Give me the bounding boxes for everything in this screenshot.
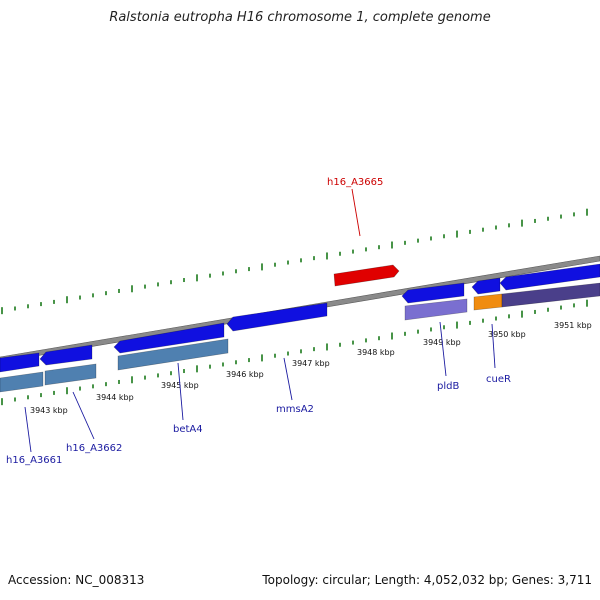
- genome-summary-text: Topology: circular; Length: 4,052,032 bp…: [262, 573, 592, 587]
- gene-h16-a3662[interactable]: [39, 344, 93, 366]
- gene-mmsa2[interactable]: [226, 302, 328, 332]
- gene-right-forward[interactable]: [499, 263, 600, 291]
- upper-tick-track: [1, 208, 588, 315]
- connector-cuer: [491, 323, 496, 369]
- cds-pldb[interactable]: [404, 298, 468, 321]
- accession-text: Accession: NC_008313: [8, 573, 145, 587]
- cds-h16-a3662[interactable]: [44, 363, 97, 386]
- connector-h16-a3662: [72, 391, 95, 440]
- gene-label-beta4[interactable]: betA4: [173, 424, 203, 435]
- map-title: Ralstonia eutropha H16 chromosome 1, com…: [109, 10, 491, 25]
- gene-label-cuer[interactable]: cueR: [486, 374, 511, 385]
- scale-label: 3948 kbp: [357, 348, 395, 357]
- connector-h16-a3665: [351, 188, 361, 237]
- connector-pldb: [439, 321, 447, 377]
- gene-h16-a3665[interactable]: [333, 264, 400, 287]
- scale-label: 3946 kbp: [226, 370, 264, 379]
- label-connectors: [24, 188, 496, 453]
- gene-label-h16-a3665[interactable]: h16_A3665: [327, 177, 383, 188]
- cds-cuer[interactable]: [473, 293, 503, 311]
- connector-h16-a3661: [24, 406, 32, 453]
- gene-label-pldb[interactable]: pldB: [437, 381, 459, 392]
- connector-beta4: [177, 362, 184, 421]
- scale-label: 3951 kbp: [554, 321, 592, 330]
- scale-label: 3943 kbp: [30, 406, 68, 415]
- scale-label: 3944 kbp: [96, 393, 134, 402]
- lower-tick-track: [1, 299, 588, 406]
- gene-cuer[interactable]: [471, 277, 501, 295]
- cds-beta4[interactable]: [117, 338, 229, 371]
- gene-label-h16-a3662[interactable]: h16_A3662: [66, 443, 122, 454]
- gene-label-mmsa2[interactable]: mmsA2: [276, 404, 314, 415]
- gene-beta4[interactable]: [113, 322, 225, 354]
- scale-label: 3947 kbp: [292, 359, 330, 368]
- gene-h16-a3661[interactable]: [0, 352, 40, 373]
- cds-right[interactable]: [501, 282, 600, 308]
- scale-label: 3950 kbp: [488, 330, 526, 339]
- gene-label-h16-a3661[interactable]: h16_A3661: [6, 455, 62, 466]
- cds-h16-a3661[interactable]: [0, 371, 44, 393]
- gene-pldb[interactable]: [401, 282, 465, 304]
- connector-mmsa2: [283, 357, 293, 401]
